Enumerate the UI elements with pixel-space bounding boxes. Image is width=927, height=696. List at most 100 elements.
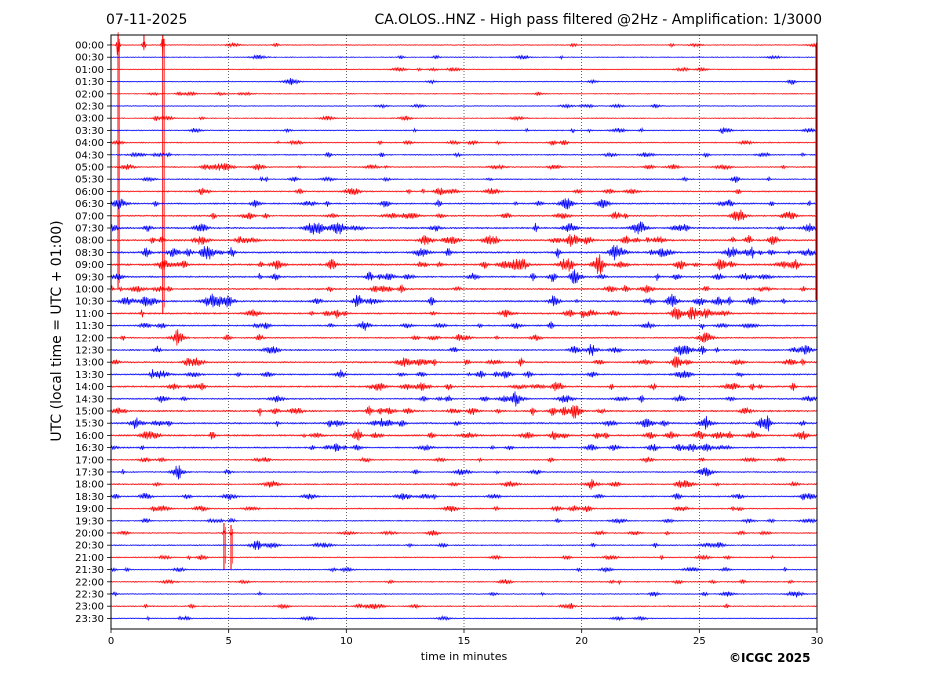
trace-46 <box>110 603 818 610</box>
trace-32 <box>110 428 818 441</box>
trace-30 <box>110 405 818 419</box>
y-tick-label: 16:30 <box>75 443 104 454</box>
y-tick-label: 17:30 <box>75 468 104 479</box>
trace-15 <box>110 221 818 235</box>
y-tick-label: 04:00 <box>75 138 104 149</box>
y-tick-label: 13:00 <box>75 358 104 369</box>
y-tick-label: 12:30 <box>75 346 104 357</box>
y-tick-label: 20:00 <box>75 529 104 540</box>
y-tick-label: 08:00 <box>75 236 104 247</box>
y-tick-label: 14:30 <box>75 394 104 405</box>
y-tick-label: 13:30 <box>75 370 104 381</box>
trace-1 <box>110 54 818 61</box>
trace-20 <box>110 284 818 294</box>
trace-35 <box>110 465 818 480</box>
trace-39 <box>110 517 818 525</box>
x-tick-label: 10 <box>340 636 353 647</box>
trace-25 <box>110 344 818 356</box>
y-tick-label: 16:00 <box>75 431 104 442</box>
x-axis-label: time in minutes <box>420 650 508 663</box>
trace-24 <box>110 329 818 346</box>
trace-34 <box>110 456 818 464</box>
trace-41 <box>110 540 818 551</box>
trace-2 <box>110 66 818 73</box>
y-tick-label: 23:30 <box>75 614 104 625</box>
x-tick-label: 0 <box>108 636 114 647</box>
trace-37 <box>110 493 818 501</box>
plot-frame <box>110 34 818 630</box>
trace-45 <box>110 590 818 598</box>
y-tick-label: 19:00 <box>75 504 104 515</box>
trace-16 <box>110 234 818 247</box>
trace-11 <box>110 176 818 183</box>
y-tick-label: 06:30 <box>75 199 104 210</box>
copyright-label: ©ICGC 2025 <box>729 651 811 665</box>
y-tick-label: 17:00 <box>75 455 104 466</box>
y-tick-label: 10:30 <box>75 297 104 308</box>
trace-38 <box>110 505 818 513</box>
x-tick-label: 25 <box>693 636 706 647</box>
y-tick-label: 03:00 <box>75 114 104 125</box>
y-tick-label: 00:00 <box>75 41 104 52</box>
trace-10 <box>110 163 818 171</box>
trace-19 <box>110 269 818 284</box>
y-tick-label: 22:30 <box>75 590 104 601</box>
y-tick-label: 02:30 <box>75 102 104 113</box>
trace-4 <box>110 91 818 97</box>
y-tick-label: 07:30 <box>75 224 104 235</box>
y-tick-label: 05:30 <box>75 175 104 186</box>
trace-33 <box>110 443 818 452</box>
y-tick-label: 18:00 <box>75 480 104 491</box>
y-tick-label: 00:30 <box>75 53 104 64</box>
trace-5 <box>110 103 818 109</box>
trace-8 <box>110 139 818 146</box>
trace-3 <box>110 78 818 86</box>
y-tick-label: 15:30 <box>75 419 104 430</box>
date-label: 07-11-2025 <box>106 12 188 28</box>
x-tick-label: 15 <box>458 636 471 647</box>
trace-0 <box>110 32 818 56</box>
trace-21 <box>110 293 818 308</box>
x-tick-label: 20 <box>575 636 588 647</box>
trace-18 <box>110 254 818 275</box>
trace-17 <box>110 244 818 261</box>
y-tick-label: 01:30 <box>75 77 104 88</box>
y-tick-label: 19:30 <box>75 516 104 527</box>
y-tick-label: 22:00 <box>75 577 104 588</box>
trace-28 <box>110 381 818 392</box>
y-tick-label: 23:00 <box>75 602 104 613</box>
x-tick-label: 5 <box>225 636 231 647</box>
y-tick-label: 05:00 <box>75 163 104 174</box>
y-tick-label: 15:00 <box>75 407 104 418</box>
trace-6 <box>110 115 818 122</box>
y-tick-label: 20:30 <box>75 541 104 552</box>
trace-31 <box>110 415 818 432</box>
trace-22 <box>110 306 818 320</box>
y-tick-label: 21:00 <box>75 553 104 564</box>
trace-7 <box>110 126 818 134</box>
trace-14 <box>110 209 818 221</box>
chart-title: CA.OLOS..HNZ - High pass filtered @2Hz -… <box>374 12 822 28</box>
x-tick-label: 30 <box>811 636 824 647</box>
trace-36 <box>110 478 818 490</box>
y-tick-label: 07:00 <box>75 211 104 222</box>
y-tick-label: 09:00 <box>75 260 104 271</box>
trace-43 <box>110 566 818 573</box>
y-tick-label: 14:00 <box>75 382 104 393</box>
trace-26 <box>110 356 818 368</box>
trace-44 <box>110 578 818 585</box>
y-tick-label: 10:00 <box>75 285 104 296</box>
trace-13 <box>110 198 818 210</box>
y-tick-label: 12:00 <box>75 333 104 344</box>
y-tick-label: 06:00 <box>75 187 104 198</box>
trace-47 <box>110 615 818 622</box>
y-tick-label: 03:30 <box>75 126 104 137</box>
trace-42 <box>110 554 818 561</box>
y-tick-label: 11:00 <box>75 309 104 320</box>
y-tick-label: 02:00 <box>75 89 104 100</box>
trace-23 <box>110 321 818 331</box>
y-tick-label: 11:30 <box>75 321 104 332</box>
y-tick-label: 21:30 <box>75 565 104 576</box>
trace-29 <box>110 391 818 407</box>
